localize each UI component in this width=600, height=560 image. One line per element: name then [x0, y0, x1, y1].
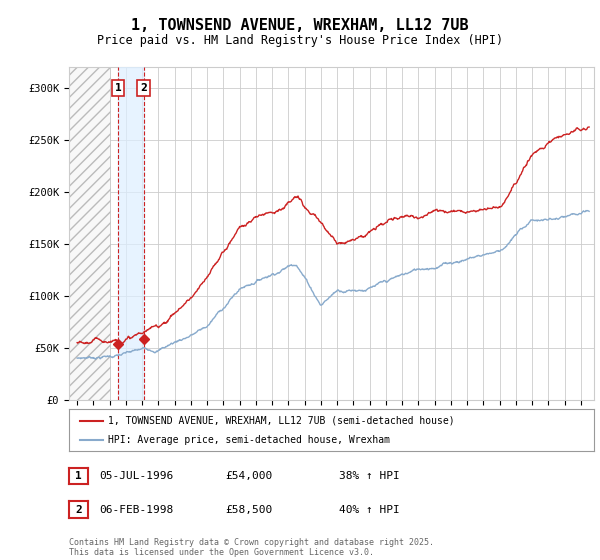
Text: 2: 2 [75, 505, 82, 515]
Text: 38% ↑ HPI: 38% ↑ HPI [339, 471, 400, 481]
Text: 1, TOWNSEND AVENUE, WREXHAM, LL12 7UB: 1, TOWNSEND AVENUE, WREXHAM, LL12 7UB [131, 18, 469, 32]
Text: 06-FEB-1998: 06-FEB-1998 [99, 505, 173, 515]
Text: 2: 2 [140, 83, 147, 93]
Text: 1: 1 [75, 471, 82, 481]
Text: Contains HM Land Registry data © Crown copyright and database right 2025.
This d: Contains HM Land Registry data © Crown c… [69, 538, 434, 557]
Text: Price paid vs. HM Land Registry's House Price Index (HPI): Price paid vs. HM Land Registry's House … [97, 34, 503, 47]
Text: HPI: Average price, semi-detached house, Wrexham: HPI: Average price, semi-detached house,… [109, 435, 391, 445]
Text: 40% ↑ HPI: 40% ↑ HPI [339, 505, 400, 515]
Text: 1: 1 [115, 83, 121, 93]
Text: 1, TOWNSEND AVENUE, WREXHAM, LL12 7UB (semi-detached house): 1, TOWNSEND AVENUE, WREXHAM, LL12 7UB (s… [109, 416, 455, 426]
Bar [118, 67, 143, 400]
Text: £54,000: £54,000 [225, 471, 272, 481]
Text: 05-JUL-1996: 05-JUL-1996 [99, 471, 173, 481]
Text: £58,500: £58,500 [225, 505, 272, 515]
